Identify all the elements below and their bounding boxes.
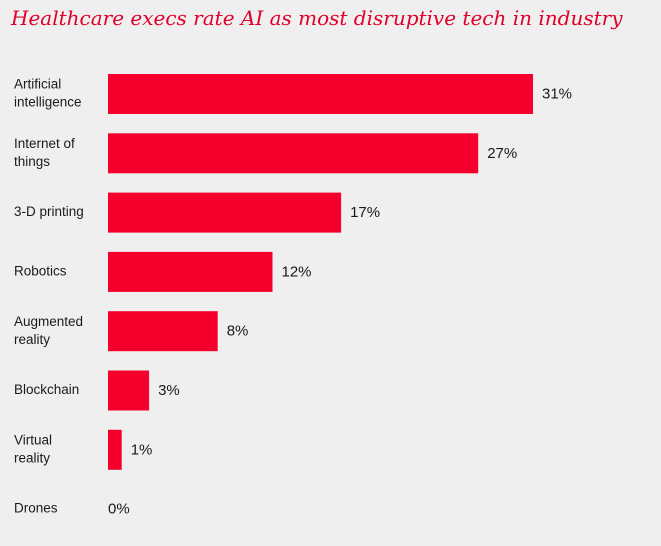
- bar: [108, 74, 533, 114]
- value-label: 8%: [227, 323, 249, 340]
- category-label-line: Robotics: [14, 263, 67, 278]
- value-label: 0%: [108, 501, 130, 518]
- value-labels: 31% 27% 17% 12% 8% 3% 1% 0%: [108, 85, 572, 517]
- category-label: Blockchain: [14, 382, 79, 397]
- bar: [108, 370, 150, 411]
- category-label: Drones: [14, 501, 58, 516]
- category-label-line: 3-D printing: [14, 204, 84, 219]
- value-label: 3%: [158, 382, 180, 399]
- category-label-line: Blockchain: [14, 382, 79, 397]
- category-label-line: intelligence: [14, 95, 82, 110]
- category-label: Robotics: [14, 263, 67, 278]
- bar: [108, 133, 479, 174]
- bar: [108, 251, 273, 292]
- category-label-line: things: [14, 154, 50, 169]
- category-label: 3-D printing: [14, 204, 84, 219]
- value-label: 31%: [542, 85, 572, 102]
- chart-title: Healthcare execs rate AI as most disrupt…: [11, 6, 623, 30]
- category-label: Artificial intelligence: [14, 77, 82, 110]
- bar: [108, 311, 218, 352]
- bar: [108, 429, 122, 470]
- category-labels: Artificial intelligence Internet of things 3…: [14, 77, 84, 516]
- category-label-line: Internet of: [14, 136, 75, 151]
- category-label-line: Artificial: [14, 77, 61, 92]
- category-label-line: reality: [14, 450, 50, 465]
- category-label: Internet of things: [14, 136, 75, 169]
- category-label-line: reality: [14, 332, 50, 347]
- category-label-line: Drones: [14, 501, 58, 516]
- value-label: 27%: [487, 145, 517, 162]
- category-label-line: Virtual: [14, 432, 52, 447]
- category-label: Augmented reality: [14, 314, 83, 347]
- value-label: 12%: [282, 263, 312, 280]
- category-label-line: Augmented: [14, 314, 83, 329]
- bars: [108, 74, 533, 470]
- value-label: 1%: [131, 441, 153, 458]
- category-label: Virtual reality: [14, 432, 52, 465]
- bar: [108, 192, 342, 233]
- value-label: 17%: [350, 204, 380, 221]
